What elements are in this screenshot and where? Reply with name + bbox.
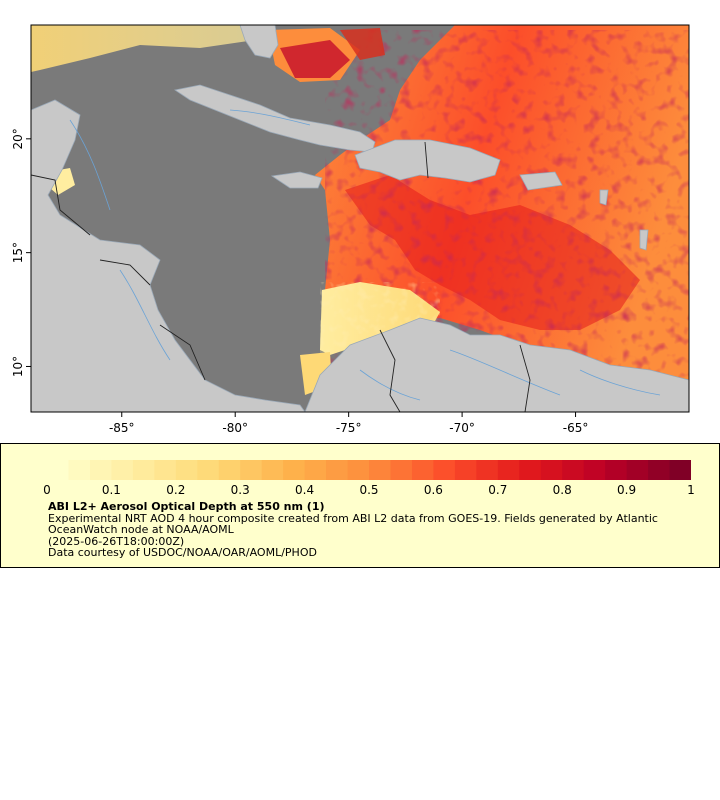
x-tick-label: -80° [222, 421, 248, 435]
x-tick-label: -75° [336, 421, 362, 435]
aod-northwest-haze [31, 25, 270, 72]
colorbar-tick-label: 0.6 [423, 483, 443, 497]
colorbar-swatch [111, 460, 134, 480]
colorbar-swatch [519, 460, 542, 480]
colorbar-tick-label: 0.2 [166, 483, 186, 497]
aod-bahamas-red [280, 40, 350, 78]
legend-credit: Data courtesy of USDOC/NOAA/OAR/AOML/PHO… [48, 546, 317, 560]
colorbar-swatch [540, 460, 563, 480]
colorbar-swatch [583, 460, 606, 480]
x-tick-label: -65° [563, 421, 589, 435]
border-layer [31, 141, 531, 412]
colorbar-swatch [605, 460, 628, 480]
x-tick-label: -85° [109, 421, 135, 435]
land-puerto-rico [519, 171, 563, 191]
legend-panel: 0 0.1 0.2 0.3 0.4 0.5 0.6 0.7 0.8 0.9 1 ABI L2+ Ae… [0, 443, 720, 568]
colorbar-swatch [411, 460, 434, 480]
legend-text: ABI L2+ Aerosol Optical Depth at 550 nm … [48, 501, 698, 559]
colorbar-swatch [433, 460, 456, 480]
colorbar-swatch [626, 460, 649, 480]
y-tick-label: 20° [11, 128, 25, 149]
x-axis: -85° -80° -75° -70° -65° [109, 412, 588, 435]
colorbar-swatch [175, 460, 198, 480]
land-jamaica [270, 171, 323, 189]
colorbar-swatch [304, 460, 327, 480]
land-lesser-antilles [599, 189, 649, 251]
y-tick-label: 10° [11, 356, 25, 377]
aod-map: -85° -80° -75° -70° -65° 20° 15° 10° [11, 24, 690, 435]
colorbar-swatch [497, 460, 520, 480]
colorbar-swatch [454, 460, 477, 480]
colorbar-swatch [68, 460, 91, 480]
aod-bahamas-red-2 [340, 28, 385, 60]
land-florida [239, 25, 279, 59]
colorbar-swatch [154, 460, 177, 480]
map-frame [30, 24, 690, 413]
colorbar [47, 460, 692, 480]
colorbar-tick-label: 0.7 [488, 483, 508, 497]
map-layers [31, 25, 689, 412]
colorbar-swatch [132, 460, 155, 480]
colorbar-tick-label: 1 [687, 483, 695, 497]
colorbar-swatch [261, 460, 284, 480]
colorbar-swatch [562, 460, 585, 480]
legend-timestamp: (2025-06-26T18:00:00Z) [48, 534, 185, 548]
colorbar-tick-label: 0.4 [295, 483, 315, 497]
legend-description: Experimental NRT AOD 4 hour composite cr… [48, 511, 658, 537]
land-south-america [304, 317, 689, 412]
land-central-america [31, 99, 306, 412]
colorbar-swatch [47, 460, 70, 480]
colorbar-swatch [89, 460, 112, 480]
colorbar-swatch [326, 460, 349, 480]
colorbar-tick-label: 0.1 [101, 483, 121, 497]
colorbar-tick-label: 0 [43, 483, 51, 497]
colorbar-swatch [218, 460, 241, 480]
land-layer [31, 25, 689, 412]
y-tick-label: 15° [11, 242, 25, 263]
colorbar-swatch [476, 460, 499, 480]
land-hispaniola [354, 139, 501, 183]
legend-title: ABI L2+ Aerosol Optical Depth at 550 nm … [48, 500, 325, 513]
colorbar-tick-label: 0.3 [230, 483, 250, 497]
x-tick-label: -70° [449, 421, 475, 435]
colorbar-tick-label: 0.9 [617, 483, 637, 497]
colorbar-swatch [283, 460, 306, 480]
colorbar-swatch [390, 460, 413, 480]
colorbar-tick-label: 0.5 [359, 483, 379, 497]
colorbar-tick-label: 0.8 [552, 483, 572, 497]
colorbar-swatch [669, 460, 692, 480]
map-figure: -85° -80° -75° -70° -65° 20° 15° 10° [11, 24, 690, 435]
river-layer [69, 109, 661, 401]
y-axis: 20° 15° 10° [11, 128, 31, 377]
aod-low-texture [320, 282, 440, 355]
colorbar-swatches [47, 460, 692, 480]
colorbar-swatch [197, 460, 220, 480]
colorbar-swatch [369, 460, 392, 480]
colorbar-swatch [347, 460, 370, 480]
colorbar-swatch [648, 460, 671, 480]
colorbar-swatch [240, 460, 263, 480]
